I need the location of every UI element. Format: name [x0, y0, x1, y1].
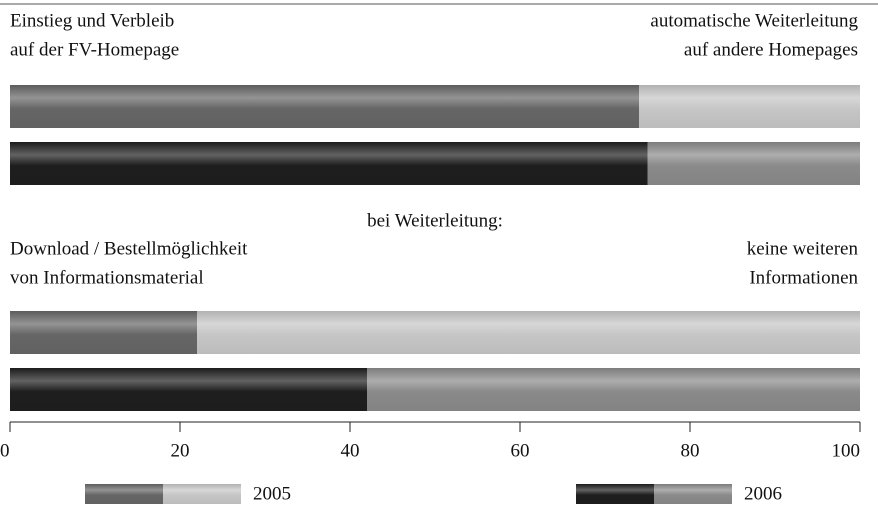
group-left-label: Download / Bestellmöglichkeit	[10, 238, 248, 259]
bar-segment	[639, 85, 860, 128]
bar-segment	[367, 368, 860, 411]
group-left-label: von Informationsmaterial	[10, 267, 204, 288]
legend-swatch	[85, 484, 163, 504]
group-right-label: keine weiteren	[747, 238, 859, 259]
group-left-label: Einstieg und Verbleib	[10, 10, 174, 31]
bar-segment	[647, 142, 860, 185]
group-right-label: auf andere Homepages	[684, 39, 858, 60]
x-tick-label: 20	[171, 440, 190, 461]
bar-segment	[197, 311, 860, 354]
x-tick-label: 40	[341, 440, 360, 461]
group-right-label: automatische Weiterleitung	[650, 10, 858, 31]
legend-label: 2005	[253, 483, 291, 504]
legend-swatch	[654, 484, 732, 504]
x-tick-label: 100	[832, 440, 861, 461]
legend-label: 2006	[744, 483, 782, 504]
group-right-label: Informationen	[749, 267, 858, 288]
legend-swatch	[576, 484, 654, 504]
bar-segment	[10, 311, 197, 354]
bar-segment	[10, 142, 648, 185]
group-heading: bei Weiterleitung:	[367, 210, 503, 231]
bar-segment	[10, 368, 367, 411]
x-tick-label: 0	[0, 440, 10, 461]
x-tick-label: 60	[511, 440, 530, 461]
group-left-label: auf der FV-Homepage	[10, 39, 179, 60]
bar-segment	[10, 85, 639, 128]
legend-swatch	[163, 484, 241, 504]
x-tick-label: 80	[681, 440, 700, 461]
